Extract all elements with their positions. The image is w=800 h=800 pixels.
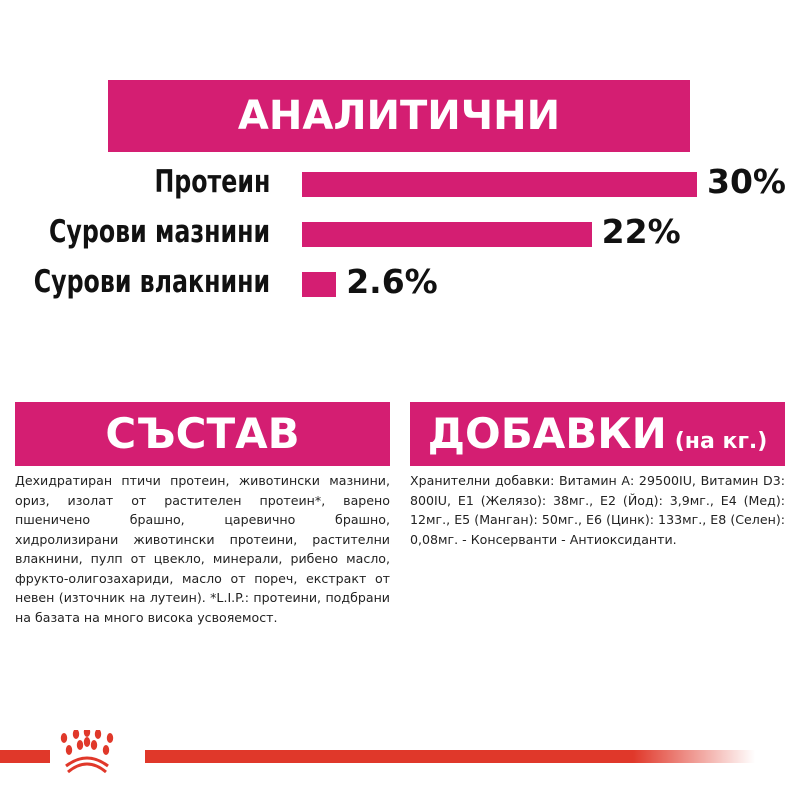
additives-subtitle: (на кг.) <box>674 429 768 454</box>
composition-title: СЪСТАВ <box>105 409 300 458</box>
category-label: Протеин <box>154 164 270 200</box>
section-title-additives: ДОБАВКИ (на кг.) <box>410 402 785 466</box>
bar <box>302 222 592 247</box>
brand-line-left <box>0 750 50 763</box>
value-label: 22% <box>601 212 681 251</box>
section-title-analytical: АНАЛИТИЧНИ СЪСТАВКИ <box>108 80 690 211</box>
bar <box>302 272 337 297</box>
category-label: Сурови мазнини <box>48 214 270 250</box>
additives-text: Хранителни добавки: Витамин А: 29500IU, … <box>410 473 785 547</box>
value-label: 30% <box>707 162 786 201</box>
additives-title: ДОБАВКИ <box>427 409 667 458</box>
crown-paw-logo <box>60 730 114 774</box>
brand-line-right <box>145 750 755 763</box>
composition-text: Дехидратиран птичи протеин, животински м… <box>15 473 390 625</box>
section-title-composition: СЪСТАВ <box>15 402 390 466</box>
category-label: Сурови влакнини <box>33 264 270 300</box>
bar <box>302 172 697 197</box>
value-label: 2.6% <box>346 262 438 301</box>
